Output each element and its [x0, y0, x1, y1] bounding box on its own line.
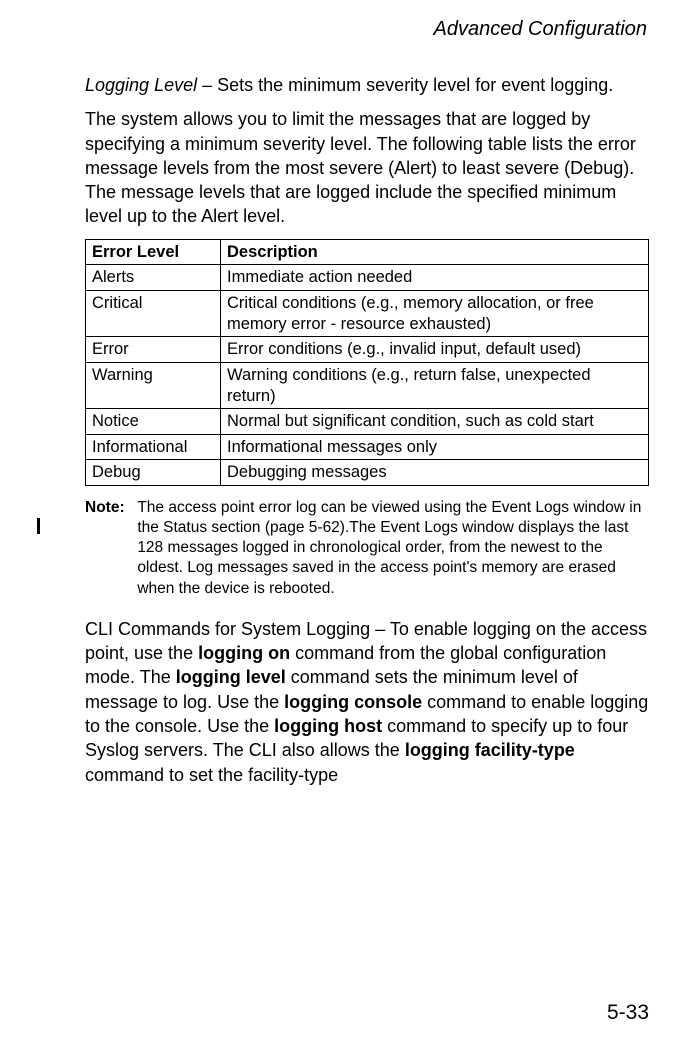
col-header-desc: Description — [221, 239, 649, 265]
cli-text: command to set the facility-type — [85, 765, 338, 785]
cli-para: CLI Commands for System Logging – To ena… — [85, 617, 649, 787]
cell-desc: Error conditions (e.g., invalid input, d… — [221, 337, 649, 363]
cli-cmd-logging-level: logging level — [176, 667, 286, 687]
table-row: Error Error conditions (e.g., invalid in… — [86, 337, 649, 363]
cell-desc: Critical conditions (e.g., memory alloca… — [221, 291, 649, 337]
table-row: Debug Debugging messages — [86, 460, 649, 486]
intro-para-2: The system allows you to limit the messa… — [85, 107, 649, 228]
note-label: Note: — [85, 498, 133, 518]
col-header-level: Error Level — [86, 239, 221, 265]
cell-level: Notice — [86, 409, 221, 435]
note-body: The access point error log can be viewed… — [137, 498, 647, 599]
error-level-table: Error Level Description Alerts Immediate… — [85, 239, 649, 486]
lead-term: Logging Level — [85, 75, 197, 95]
cell-desc: Informational messages only — [221, 434, 649, 460]
table-row: Alerts Immediate action needed — [86, 265, 649, 291]
cell-desc: Normal but significant condition, such a… — [221, 409, 649, 435]
table-row: Notice Normal but significant condition,… — [86, 409, 649, 435]
table-row: Informational Informational messages onl… — [86, 434, 649, 460]
running-header: Advanced Configuration — [85, 18, 647, 41]
cell-level: Error — [86, 337, 221, 363]
table-row: Warning Warning conditions (e.g., return… — [86, 362, 649, 408]
intro-para-1: Logging Level – Sets the minimum severit… — [85, 73, 649, 97]
cli-cmd-logging-host: logging host — [274, 716, 382, 736]
cell-desc: Debugging messages — [221, 460, 649, 486]
page-number: 5-33 — [607, 1001, 649, 1025]
cell-level: Alerts — [86, 265, 221, 291]
cli-cmd-logging-on: logging on — [198, 643, 290, 663]
cell-level: Critical — [86, 291, 221, 337]
cell-desc: Immediate action needed — [221, 265, 649, 291]
table-header-row: Error Level Description — [86, 239, 649, 265]
cell-level: Debug — [86, 460, 221, 486]
lead-rest: – Sets the minimum severity level for ev… — [197, 75, 613, 95]
page: Advanced Configuration Logging Level – S… — [0, 0, 699, 1047]
change-bar-icon — [37, 518, 40, 534]
cell-desc: Warning conditions (e.g., return false, … — [221, 362, 649, 408]
table-row: Critical Critical conditions (e.g., memo… — [86, 291, 649, 337]
cell-level: Informational — [86, 434, 221, 460]
cli-cmd-logging-facility-type: logging facility-type — [405, 740, 575, 760]
cell-level: Warning — [86, 362, 221, 408]
cli-cmd-logging-console: logging console — [284, 692, 422, 712]
note-block: Note: The access point error log can be … — [85, 498, 649, 599]
